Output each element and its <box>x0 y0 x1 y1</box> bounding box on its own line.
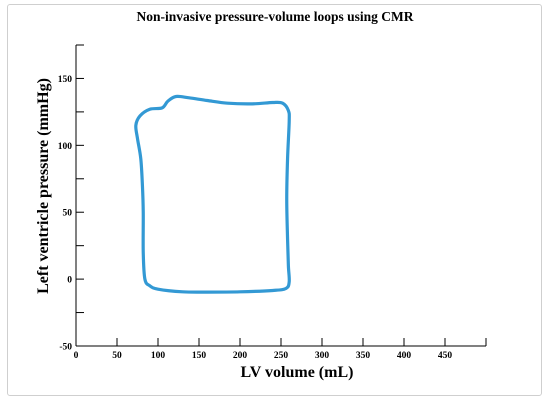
x-tick-label: 350 <box>356 351 371 361</box>
x-tick-label: 300 <box>315 351 330 361</box>
x-tick-label: 200 <box>233 351 248 361</box>
x-tick-label: 0 <box>74 351 79 361</box>
chart-title: Non-invasive pressure-volume loops using… <box>136 9 413 24</box>
x-tick-label: 50 <box>112 351 122 361</box>
x-tick-label: 250 <box>274 351 289 361</box>
x-axis-label: LV volume (mL) <box>241 364 354 381</box>
y-axis-label: Left ventricle pressure (mmHg) <box>35 78 52 294</box>
x-tick-label: 400 <box>397 351 412 361</box>
y-tick-label: 50 <box>63 209 73 219</box>
x-tick-label: 100 <box>151 351 166 361</box>
x-tick-label: 150 <box>192 351 207 361</box>
y-tick-label: 100 <box>58 142 73 152</box>
x-tick-label: 450 <box>438 351 453 361</box>
y-tick-label: -50 <box>59 343 72 353</box>
pv-loop-line <box>134 94 291 294</box>
y-tick-label: 0 <box>67 276 72 286</box>
y-axis-ticks: -50 0 50 100 150 <box>58 44 84 353</box>
series-group <box>134 94 291 294</box>
x-axis-ticks: 0 50 100 150 200 250 300 350 400 450 <box>74 338 487 361</box>
chart-frame <box>7 4 542 396</box>
y-tick-label: 150 <box>58 75 73 85</box>
